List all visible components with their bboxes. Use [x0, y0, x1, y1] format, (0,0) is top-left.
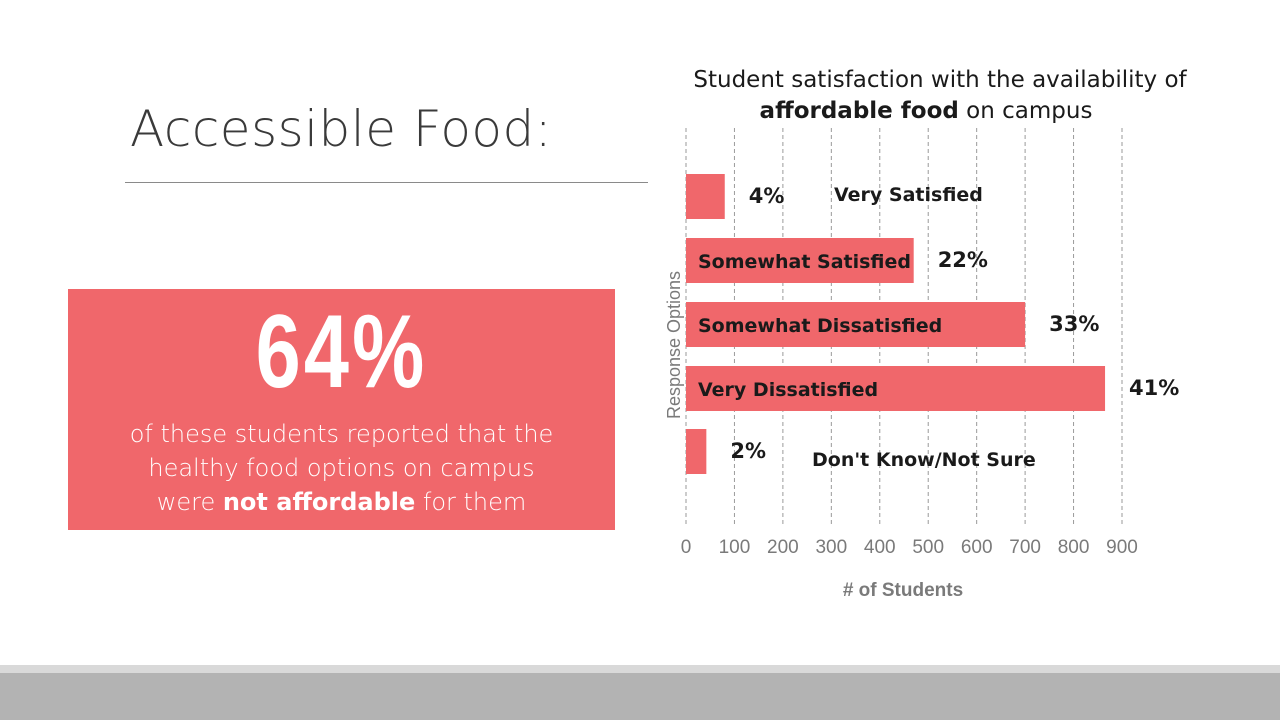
- bar: [686, 366, 1106, 411]
- stat-caption-text: were: [156, 488, 223, 516]
- x-tick-label: 200: [767, 537, 799, 558]
- footer-band-light: [0, 665, 1280, 673]
- x-tick-label: 300: [815, 537, 847, 558]
- slide-title: Accessible Food:: [130, 100, 553, 158]
- chart-title-emphasis: affordable food: [760, 98, 959, 124]
- x-tick-label: 500: [912, 537, 944, 558]
- x-tick-label: 600: [961, 537, 993, 558]
- stat-caption-text: for them: [415, 488, 527, 516]
- bar-category-label: Don't Know/Not Sure: [812, 449, 1036, 471]
- bar: [686, 429, 707, 474]
- chart-title-line2: affordable food on campus: [760, 98, 1093, 124]
- bar-category-label: Somewhat Satisfied: [698, 251, 911, 273]
- bar-value-label: 41%: [1129, 376, 1179, 400]
- chart-title-rest: on campus: [959, 98, 1093, 124]
- x-tick-label: 100: [719, 537, 751, 558]
- stat-caption: of these students reported that the heal…: [88, 417, 595, 519]
- bar-category-label: Very Satisfied: [834, 184, 983, 206]
- bar-category-label: Somewhat Dissatisfied: [698, 315, 942, 337]
- satisfaction-bar-chart: Student satisfaction with the availabili…: [664, 67, 1188, 601]
- stat-caption-emphasis: not affordable: [222, 488, 416, 516]
- stat-caption-line: were not affordable for them: [88, 485, 595, 519]
- x-tick-label: 700: [1009, 537, 1041, 558]
- bar: [686, 174, 725, 219]
- bar: [686, 302, 1026, 347]
- x-tick-label: 800: [1058, 537, 1090, 558]
- chart-x-ticks: 0 100 200 300 400 500 600 700 800 900: [681, 537, 1138, 558]
- stat-callout-box: 64% of these students reported that the …: [68, 289, 615, 530]
- footer-band: [0, 673, 1280, 720]
- bar-value-label: 33%: [1049, 312, 1099, 336]
- stat-number: 64%: [255, 294, 428, 410]
- bar-category-label: Very Dissatisfied: [698, 379, 878, 401]
- chart-y-axis-label: Response Options: [664, 271, 684, 419]
- chart-bars: Very Satisfied 4% Somewhat Satisfied 22% Som…: [686, 174, 1179, 474]
- bar: [686, 238, 914, 283]
- title-divider: [125, 182, 648, 183]
- x-tick-label: 400: [864, 537, 896, 558]
- x-tick-label: 900: [1106, 537, 1138, 558]
- stat-caption-line: of these students reported that the: [129, 420, 554, 448]
- bar-value-label: 4%: [749, 184, 785, 208]
- x-tick-label: 0: [681, 537, 692, 558]
- bar-value-label: 22%: [938, 248, 988, 272]
- chart-title-line1: Student satisfaction with the availabili…: [693, 67, 1187, 93]
- stat-caption-line: healthy food options on campus: [148, 454, 535, 482]
- chart-x-axis-label: # of Students: [843, 580, 963, 601]
- bar-value-label: 2%: [730, 439, 766, 463]
